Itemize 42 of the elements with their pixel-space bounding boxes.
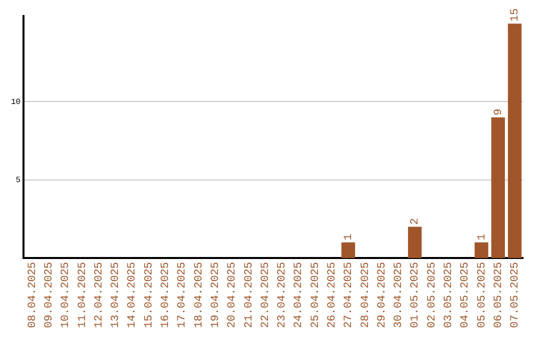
bar xyxy=(491,117,505,258)
x-tick-label: 11.04.2025 xyxy=(76,262,89,328)
x-tick-label: 26.04.2025 xyxy=(326,262,339,328)
x-tick-label: 09.04.2025 xyxy=(43,262,56,328)
data-label: 1 xyxy=(476,233,488,240)
x-tick-label: 07.05.2025 xyxy=(510,262,522,328)
y-tick-label: 5 xyxy=(16,176,21,185)
bar xyxy=(474,242,488,258)
x-tick-label: 08.04.2025 xyxy=(26,262,39,328)
x-tick-label: 23.04.2025 xyxy=(276,262,289,328)
x-tick-label: 18.04.2025 xyxy=(193,262,206,328)
x-tick-label: 06.05.2025 xyxy=(492,262,505,328)
x-tick-label: 17.04.2025 xyxy=(176,262,189,328)
x-tick-label: 19.04.2025 xyxy=(210,262,222,328)
x-tick-label: 25.04.2025 xyxy=(310,262,322,328)
bar xyxy=(341,242,356,258)
x-tick-label: 10.04.2025 xyxy=(60,262,72,328)
x-tick-label: 21.04.2025 xyxy=(243,262,256,328)
x-tick-label: 03.05.2025 xyxy=(443,262,456,328)
x-tick-label: 15.04.2025 xyxy=(143,262,156,328)
data-label: 15 xyxy=(510,8,522,22)
x-tick-label: 05.05.2025 xyxy=(476,262,488,328)
x-tick-label: 01.05.2025 xyxy=(410,262,422,328)
x-tick-label: 04.05.2025 xyxy=(460,262,472,328)
x-tick-label: 16.04.2025 xyxy=(160,262,172,328)
data-label: 2 xyxy=(410,218,422,225)
x-tick-label: 27.04.2025 xyxy=(343,262,356,328)
data-label: 1 xyxy=(343,233,356,240)
bar xyxy=(408,226,422,258)
x-tick-label: 12.04.2025 xyxy=(93,262,106,328)
data-label: 9 xyxy=(492,108,505,116)
x-tick-label: 30.04.2025 xyxy=(393,262,406,328)
bar xyxy=(508,24,522,258)
x-tick-label: 13.04.2025 xyxy=(110,262,122,328)
x-tick-label: 29.04.2025 xyxy=(376,262,388,328)
x-tick-label: 20.04.2025 xyxy=(226,262,239,328)
x-tick-label: 02.05.2025 xyxy=(426,262,438,328)
x-tick-label: 24.04.2025 xyxy=(293,262,306,328)
x-tick-label: 14.04.2025 xyxy=(126,262,139,328)
y-tick-label: 10 xyxy=(10,98,21,107)
x-tick-label: 22.04.2025 xyxy=(260,262,272,328)
x-tick-label: 28.04.2025 xyxy=(360,262,372,328)
